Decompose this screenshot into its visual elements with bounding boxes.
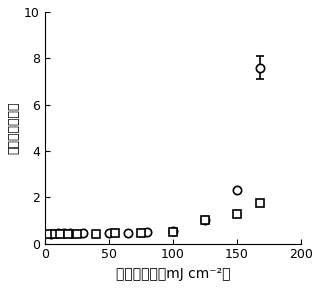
Y-axis label: 第二高調波強度: 第二高調波強度: [7, 102, 20, 154]
X-axis label: 励起光強度（mJ cm⁻²）: 励起光強度（mJ cm⁻²）: [116, 267, 230, 281]
